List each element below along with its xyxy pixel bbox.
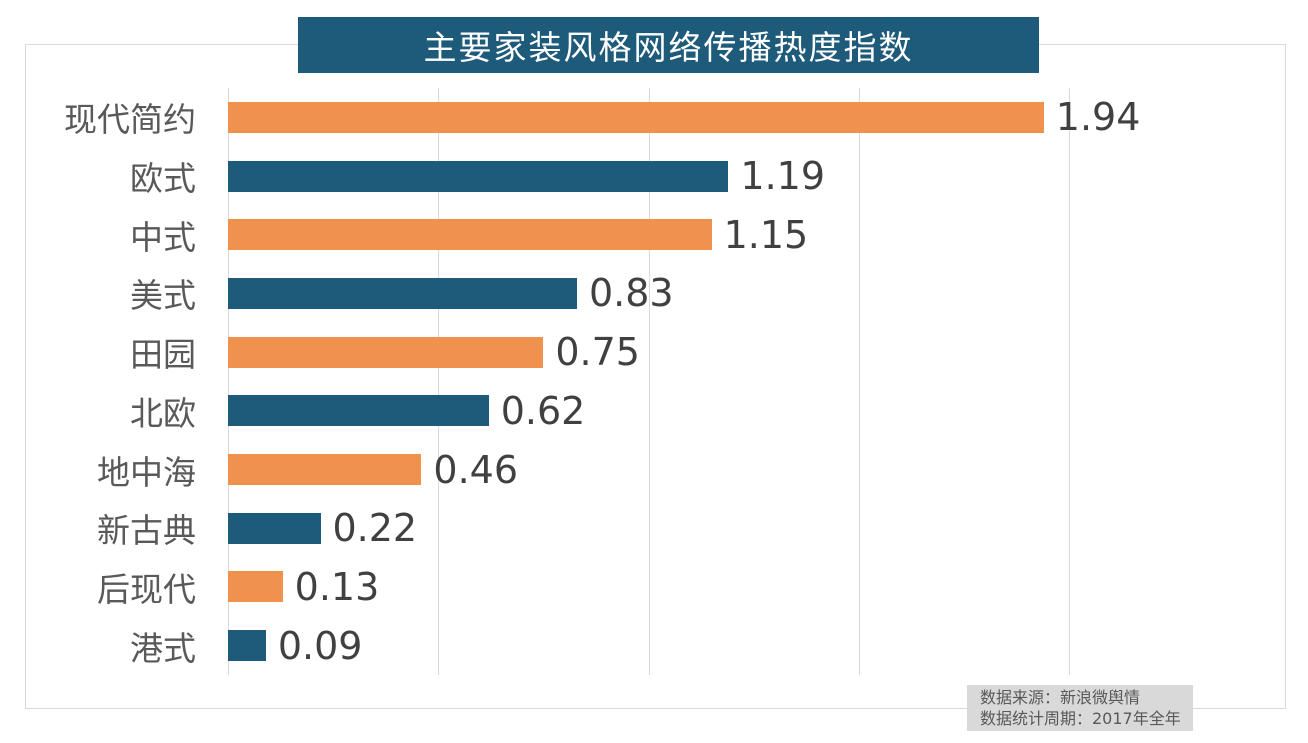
data-source-line: 数据来源：新浪微舆情 — [980, 688, 1141, 707]
value-label: 1.15 — [723, 212, 809, 257]
gridline — [648, 88, 650, 675]
axis-line — [228, 88, 229, 675]
category-label: 美式 — [130, 276, 196, 316]
bar — [228, 101, 1044, 133]
bar — [228, 512, 321, 544]
value-label: 0.75 — [555, 330, 640, 375]
gridline — [438, 88, 440, 675]
bar — [228, 395, 489, 427]
chart-title: 主要家装风格网络传播热度指数 — [423, 28, 914, 67]
value-label: 0.83 — [589, 271, 674, 316]
gridline — [1069, 88, 1070, 675]
value-label: 0.62 — [500, 388, 586, 433]
chart-title-block: 主要家装风格网络传播热度指数 — [298, 17, 1039, 73]
bar — [228, 160, 729, 192]
category-label: 北欧 — [130, 393, 196, 433]
value-label: 0.22 — [332, 506, 418, 551]
category-label: 港式 — [130, 628, 196, 668]
category-label: 田园 — [130, 335, 196, 375]
bar — [228, 454, 422, 486]
data-source-note: 数据来源：新浪微舆情 数据统计周期：2017年全年 — [967, 685, 1193, 731]
value-label: 1.19 — [740, 154, 825, 199]
bar — [228, 630, 266, 662]
bar — [228, 571, 283, 603]
bar — [228, 336, 544, 368]
category-label: 欧式 — [130, 159, 196, 199]
category-label: 后现代 — [97, 569, 196, 609]
category-label: 新古典 — [97, 511, 196, 551]
value-label: 0.46 — [433, 447, 519, 492]
value-label: 0.09 — [277, 623, 363, 668]
bar — [228, 219, 712, 251]
chart-frame — [25, 44, 1286, 709]
gridline — [858, 88, 860, 675]
value-label: 1.94 — [1055, 95, 1141, 140]
category-label: 地中海 — [97, 452, 196, 492]
category-label: 现代简约 — [64, 100, 196, 140]
category-label: 中式 — [130, 217, 196, 257]
bar — [228, 277, 577, 309]
value-label: 0.13 — [294, 564, 380, 609]
data-period-line: 数据统计周期：2017年全年 — [980, 709, 1181, 728]
